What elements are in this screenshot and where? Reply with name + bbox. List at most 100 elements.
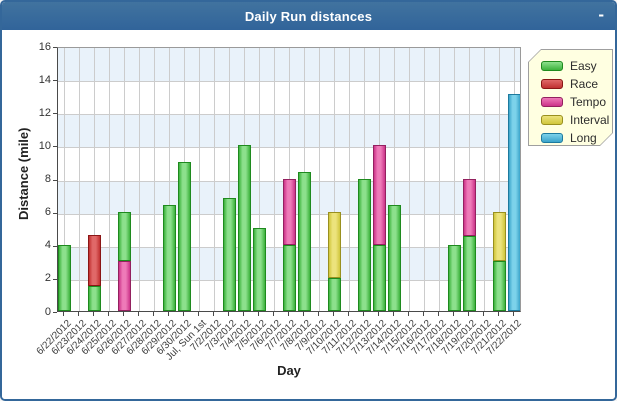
x-tick-mark: [243, 312, 245, 316]
v-gridline: [214, 48, 216, 311]
legend-swatch-tempo: [541, 97, 563, 107]
x-tick-mark: [93, 312, 95, 316]
bar-segment-interval: [492, 211, 506, 262]
bar-segment-tempo: [372, 145, 386, 245]
v-gridline: [334, 48, 336, 311]
y-tick-mark: [53, 47, 57, 48]
legend-row: Race: [541, 75, 612, 93]
legend-swatch-long: [541, 133, 563, 143]
v-gridline: [79, 48, 81, 311]
v-gridline: [424, 48, 426, 311]
v-gridline: [439, 48, 441, 311]
x-tick-mark: [393, 312, 395, 316]
x-tick-mark: [453, 312, 455, 316]
legend-label: Easy: [570, 59, 597, 73]
x-tick-mark: [513, 312, 515, 316]
legend-swatch-interval: [541, 115, 563, 125]
legend-items: Easy Race Tempo Interval Long: [529, 50, 612, 145]
minimize-button[interactable]: -: [598, 5, 604, 24]
x-tick-mark: [198, 312, 200, 316]
y-tick-label: 14: [38, 73, 51, 86]
bar-segment-easy: [462, 236, 476, 311]
x-tick-mark: [183, 312, 185, 316]
legend-row: Easy: [541, 57, 612, 75]
y-tick-label: 8: [44, 173, 51, 185]
y-tick-label: 4: [44, 239, 51, 252]
x-tick-mark: [273, 312, 275, 316]
v-gridline: [169, 48, 171, 311]
y-tick-mark: [53, 179, 57, 181]
x-tick-mark: [348, 312, 350, 316]
v-gridline: [64, 48, 66, 311]
legend-row: Long: [541, 129, 612, 147]
x-axis-title: Day: [277, 363, 301, 378]
y-tick-label: 2: [44, 272, 51, 285]
h-gridline: [58, 147, 520, 149]
legend-swatch-race: [541, 79, 563, 89]
h-gridline: [58, 81, 520, 83]
h-gridline: [58, 114, 520, 116]
x-tick-mark: [108, 312, 110, 316]
window-title: Daily Run distances: [244, 8, 373, 24]
bar-segment-easy: [87, 286, 101, 311]
legend-swatch-easy: [541, 61, 563, 71]
legend-label: Long: [570, 131, 597, 145]
x-tick-mark: [468, 312, 470, 316]
x-tick-mark: [318, 312, 320, 316]
v-gridline: [229, 48, 231, 311]
bar-segment-easy: [162, 205, 176, 311]
x-tick-mark: [378, 312, 380, 316]
bar-segment-interval: [327, 211, 341, 278]
y-tick-label: 0: [44, 305, 51, 318]
v-gridline: [154, 48, 156, 311]
bar-segment-easy: [357, 178, 371, 311]
x-tick-mark: [138, 312, 140, 316]
x-tick-mark: [228, 312, 230, 316]
x-tick-mark: [288, 312, 290, 316]
bar-segment-easy: [387, 205, 401, 311]
v-gridline: [124, 48, 126, 311]
bar-segment-easy: [117, 211, 131, 262]
x-tick-mark: [498, 312, 500, 316]
x-tick-mark: [123, 312, 125, 316]
bar-segment-easy: [237, 145, 251, 311]
x-tick-mark: [423, 312, 425, 316]
bar-segment-long: [507, 94, 520, 311]
daily-run-chart: Distance (mile) Day Easy Race Tempo Interva…: [2, 30, 615, 399]
v-gridline: [109, 48, 111, 311]
bar-segment-easy: [447, 244, 461, 311]
y-tick-mark: [53, 278, 57, 280]
x-tick-mark: [78, 312, 80, 316]
bar-segment-race: [87, 234, 101, 287]
titlebar: Daily Run distances -: [2, 2, 615, 30]
y-tick-mark: [53, 146, 57, 148]
y-tick-mark: [53, 113, 57, 115]
v-gridline: [274, 48, 276, 311]
bar-segment-tempo: [282, 178, 296, 245]
plot-area: [57, 47, 521, 312]
x-tick-mark: [153, 312, 155, 316]
v-gridline: [259, 48, 261, 311]
bar-segment-tempo: [462, 178, 476, 237]
legend-row: Interval: [541, 111, 612, 129]
v-gridline: [319, 48, 321, 311]
chart-body: Distance (mile) Day Easy Race Tempo Interva…: [2, 30, 615, 399]
plot-band: [58, 48, 520, 82]
x-tick-mark: [258, 312, 260, 316]
bar-segment-easy: [282, 244, 296, 311]
x-tick-mark: [483, 312, 485, 316]
x-tick-mark: [63, 312, 65, 316]
legend-row: Tempo: [541, 93, 612, 111]
x-tick-mark: [408, 312, 410, 316]
x-tick-mark: [363, 312, 365, 316]
x-tick-mark: [303, 312, 305, 316]
legend-label: Race: [570, 77, 599, 91]
v-gridline: [484, 48, 486, 311]
bar-segment-easy: [58, 244, 71, 311]
bar-segment-easy: [372, 244, 386, 311]
y-tick-label: 6: [44, 206, 51, 219]
bar-segment-easy: [327, 277, 341, 311]
bar-segment-tempo: [117, 261, 131, 311]
plot-band: [58, 114, 520, 148]
